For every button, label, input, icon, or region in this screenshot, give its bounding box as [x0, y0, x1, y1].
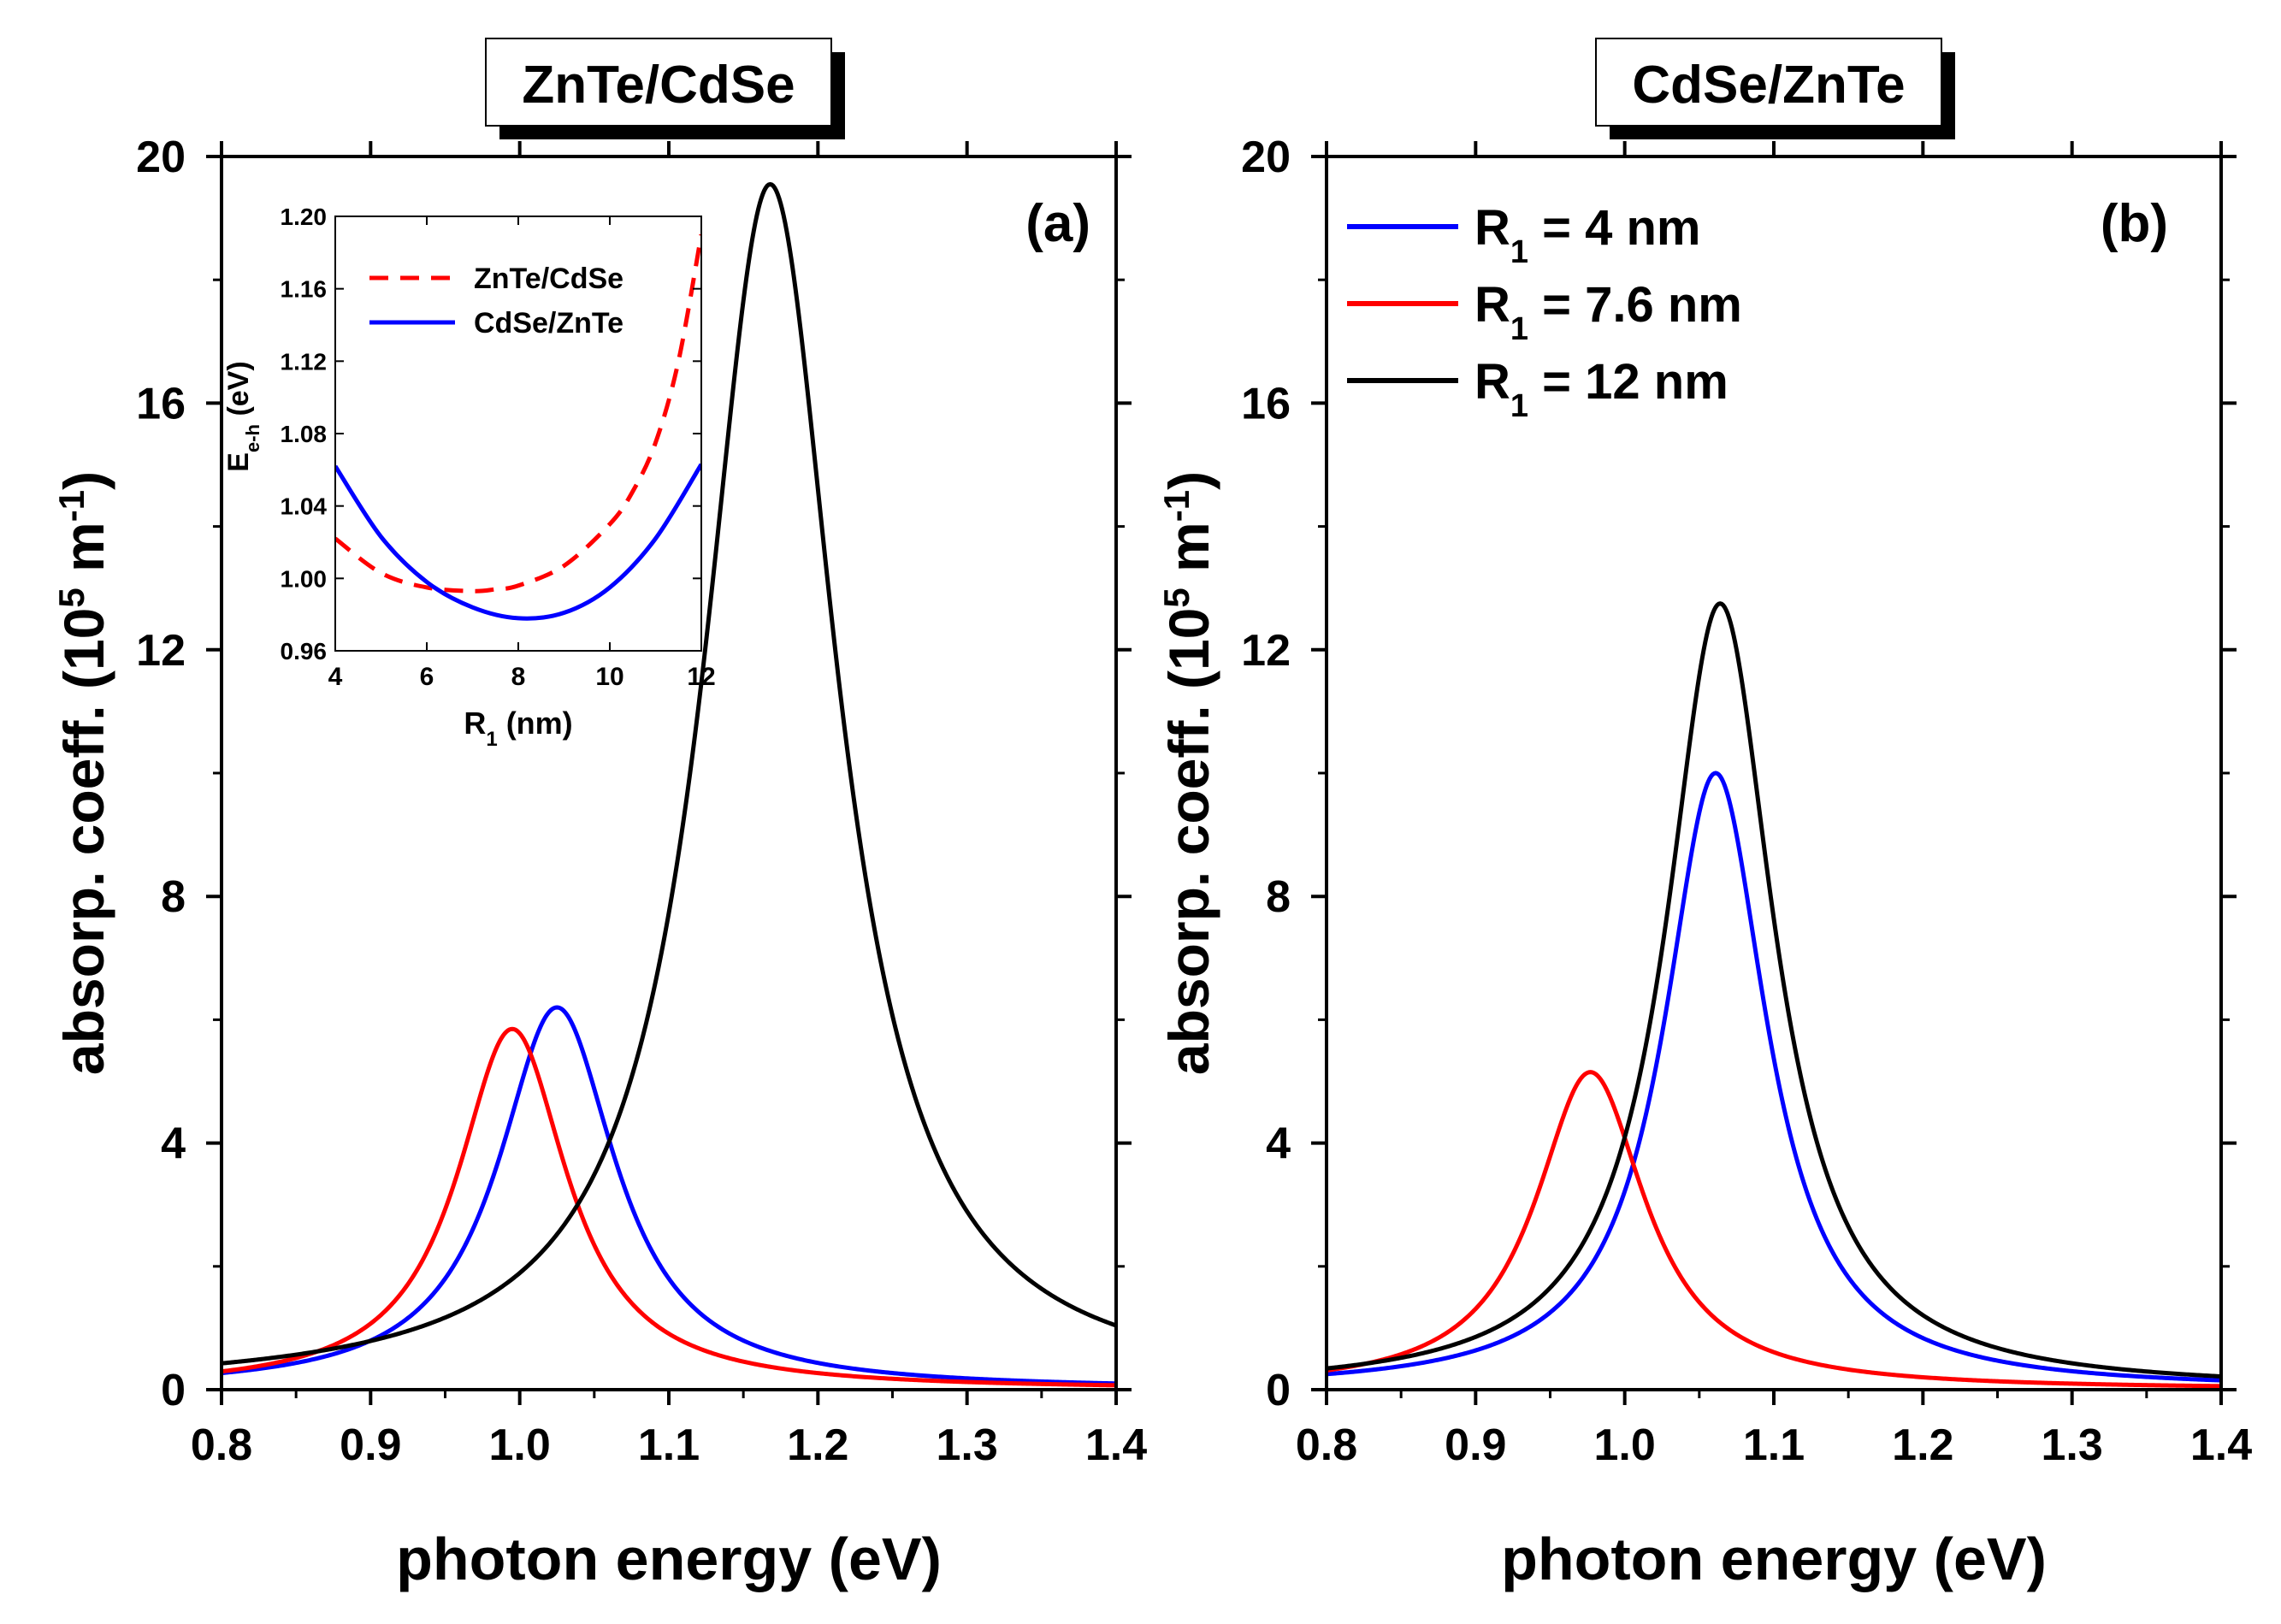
- inset-series-line-1: [335, 463, 701, 621]
- panel-b-y-tick-label: 0: [1266, 1366, 1291, 1415]
- panel-b-y-axis-label: absorp. coeff. (105 m-1): [1156, 471, 1221, 1075]
- panel-a-panel-label: (a): [1025, 194, 1090, 253]
- panel-b-x-tick-label: 1.4: [2190, 1420, 2252, 1470]
- inset-y-tick-label: 1.16: [281, 276, 328, 303]
- panel-b-chart-title: CdSe/ZnTe: [1632, 56, 1905, 115]
- panel-b-panel-label: (b): [2101, 194, 2168, 253]
- panel-a-y-tick-label: 12: [136, 626, 186, 676]
- panel-a-title-box: [485, 38, 832, 127]
- panel-b-y-tick-label: 20: [1241, 133, 1291, 182]
- panel-b-x-axis-label: photon energy (eV): [1501, 1526, 2047, 1592]
- panel-a-y-axis-label: absorp. coeff. (105 m-1): [51, 471, 116, 1075]
- inset-x-tick-label: 10: [595, 663, 623, 691]
- panel-a-y-tick-label: 4: [161, 1119, 186, 1169]
- panel-b: CdSe/ZnTe 0.8 0.9 1.0 1.1 1.2 1.3 1.4 0 4 8 12 16 20 p…: [1156, 38, 2252, 1592]
- panel-a-series-line-1: [222, 1026, 1116, 1388]
- panel-b-series-line-1: [1327, 1070, 2221, 1389]
- inset-y-tick-label: 1.08: [281, 421, 328, 447]
- panel-b-y-tick-label: 16: [1241, 379, 1291, 428]
- panel-b-x-tick-label: 1.3: [2042, 1420, 2103, 1470]
- inset-x-tick-label: 8: [511, 663, 526, 691]
- panel-b-y-tick-label: 8: [1266, 872, 1291, 922]
- panel-b-x-tick-label: 0.9: [1445, 1420, 1506, 1470]
- panel-b-y-tick-label: 4: [1266, 1119, 1291, 1169]
- inset-y-tick-label: 1.04: [281, 493, 328, 520]
- panel-a-x-axis-label: photon energy (eV): [396, 1526, 942, 1592]
- inset-y-tick-label: 1.00: [281, 565, 328, 592]
- inset-y-tick-label: 0.96: [281, 638, 328, 664]
- legend-label: R1 = 4 nm: [1474, 200, 1701, 270]
- panel-b-x-tick-label: 0.8: [1296, 1420, 1357, 1470]
- panel-a-series-line-2: [222, 181, 1116, 1366]
- inset-x-tick-label: 12: [687, 663, 715, 691]
- panel-a-y-tick-label: 0: [161, 1366, 186, 1415]
- panel-b-x-tick-label: 1.1: [1743, 1420, 1805, 1470]
- panel-b-title-box: [1595, 38, 1942, 127]
- panel-b-plot-frame: [1325, 155, 2223, 1391]
- panel-b-series-line-2: [1327, 601, 2221, 1379]
- panel-a-x-tick-label: 1.2: [787, 1420, 848, 1470]
- panel-a-x-tick-label: 0.8: [191, 1420, 252, 1470]
- inset-series-line-0: [335, 233, 701, 593]
- panel-a-x-tick-label: 1.0: [489, 1420, 551, 1470]
- panel-a-chart-title: ZnTe/CdSe: [522, 56, 795, 115]
- inset-x-tick-label: 6: [420, 663, 434, 691]
- panel-a: ZnTe/CdSe 0.8 0.9 1.0 1.1 1.2 1.3 1.4 0 4 8 12 16 20 p…: [51, 38, 1147, 1592]
- panel-b-x-tick-label: 1.2: [1892, 1420, 1953, 1470]
- inset-y-axis-label: Ee-h (eV): [222, 361, 263, 471]
- inset-x-tick-label: 4: [328, 663, 343, 691]
- panel-a-y-tick-label: 16: [136, 379, 186, 428]
- panel-b-series-line-0: [1327, 771, 2221, 1383]
- panel-b-y-tick-label: 12: [1241, 626, 1291, 676]
- inset-legend-label: CdSe/ZnTe: [474, 307, 623, 340]
- panel-b-x-tick-label: 1.0: [1594, 1420, 1656, 1470]
- panel-a-y-tick-label: 20: [136, 133, 186, 182]
- panel-a-x-tick-label: 1.1: [638, 1420, 700, 1470]
- inset-y-tick-label: 1.20: [281, 204, 328, 230]
- inset-y-tick-label: 1.12: [281, 348, 328, 375]
- panel-a-x-tick-label: 1.3: [937, 1420, 998, 1470]
- legend-label: R1 = 12 nm: [1474, 354, 1728, 424]
- panel-a-y-tick-label: 8: [161, 872, 186, 922]
- panel-a-series-line-0: [222, 1005, 1116, 1386]
- legend-label: R1 = 7.6 nm: [1474, 277, 1742, 347]
- inset-x-axis-label: R1 (nm): [464, 706, 572, 751]
- panel-a-x-tick-label: 1.4: [1085, 1420, 1147, 1470]
- inset-legend-label: ZnTe/CdSe: [474, 263, 623, 295]
- panel-a-x-tick-label: 0.9: [340, 1420, 401, 1470]
